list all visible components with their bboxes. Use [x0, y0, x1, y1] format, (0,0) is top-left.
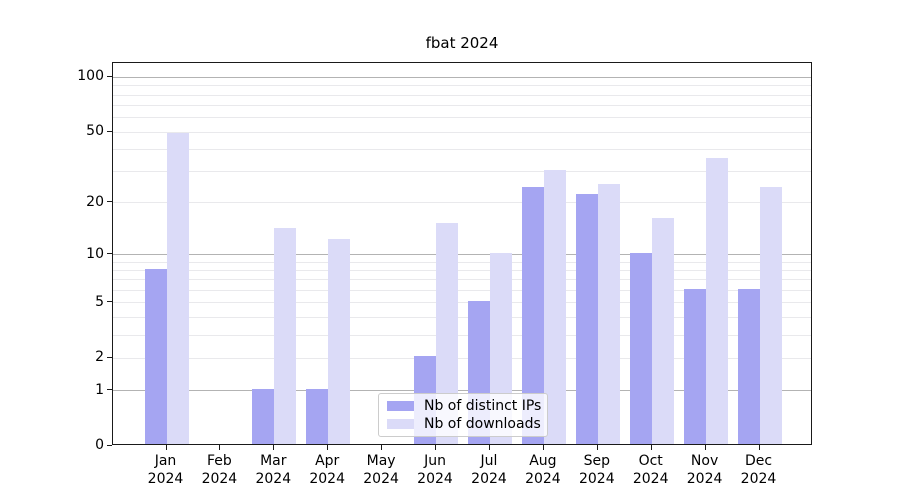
y-tick-label: 5	[95, 293, 104, 310]
minor-gridline	[113, 85, 811, 87]
major-gridline	[113, 254, 811, 255]
x-tick-label: Aug 2024	[525, 453, 561, 487]
y-tick-mark	[107, 356, 112, 358]
minor-gridline	[113, 261, 811, 263]
bar-downloads	[328, 239, 351, 444]
legend-swatch-downloads	[387, 419, 414, 429]
y-tick-mark	[107, 201, 112, 203]
y-tick-mark	[107, 130, 112, 132]
x-tick-label: Jun 2024	[417, 453, 453, 487]
x-tick-mark	[650, 445, 652, 450]
minor-gridline	[113, 302, 811, 304]
bar-downloads	[651, 217, 674, 444]
legend: Nb of distinct IPs Nb of downloads	[378, 393, 548, 437]
major-gridline	[113, 76, 811, 78]
bar-distinct-ips	[629, 252, 652, 444]
minor-gridline	[113, 270, 811, 271]
minor-gridline	[113, 94, 811, 96]
minor-gridline	[113, 279, 811, 281]
legend-item-downloads: Nb of downloads	[387, 415, 541, 433]
x-tick-mark	[489, 445, 490, 450]
bar-distinct-ips	[737, 288, 760, 444]
bar-distinct-ips	[306, 388, 329, 444]
x-tick-mark	[165, 445, 167, 450]
y-tick-mark	[107, 253, 112, 254]
y-tick-label: 50	[86, 123, 104, 139]
minor-gridline	[113, 317, 811, 318]
bar-downloads	[436, 222, 458, 444]
x-tick-mark	[219, 445, 221, 450]
legend-label-downloads: Nb of downloads	[424, 416, 541, 432]
minor-gridline	[113, 117, 811, 119]
y-tick-label: 2	[95, 349, 104, 366]
legend-item-distinct-ips: Nb of distinct IPs	[387, 397, 542, 415]
x-tick-label: Dec 2024	[740, 453, 777, 487]
bar-downloads	[166, 133, 189, 444]
minor-gridline	[113, 202, 811, 204]
y-tick-mark	[107, 444, 112, 446]
minor-gridline	[113, 357, 811, 359]
bar-distinct-ips	[252, 388, 275, 444]
x-tick-label: Jan 2024	[147, 453, 184, 487]
major-gridline	[113, 390, 811, 392]
y-tick-label: 100	[77, 68, 104, 85]
x-tick-mark	[435, 445, 436, 450]
chart-title: fbat 2024	[425, 34, 499, 52]
plot-area: Nb of distinct IPs Nb of downloads	[112, 62, 812, 445]
bar-distinct-ips	[144, 268, 167, 444]
x-tick-label: Apr 2024	[309, 453, 345, 487]
bar-downloads	[543, 169, 566, 444]
bar-downloads	[705, 157, 728, 444]
x-tick-mark	[327, 445, 329, 450]
y-tick-label: 10	[86, 245, 104, 262]
x-tick-label: May 2024	[363, 453, 399, 487]
y-tick-label: 0	[95, 437, 104, 453]
x-tick-mark	[758, 445, 760, 450]
y-tick-mark	[107, 389, 112, 391]
legend-label-distinct-ips: Nb of distinct IPs	[424, 398, 542, 414]
x-tick-mark	[542, 445, 544, 450]
minor-gridline	[113, 105, 811, 107]
y-tick-label: 1	[95, 381, 104, 398]
bar-downloads	[274, 227, 297, 444]
minor-gridline	[113, 290, 811, 292]
minor-gridline	[113, 171, 811, 173]
x-tick-label: Mar 2024	[255, 453, 292, 487]
minor-gridline	[113, 148, 811, 150]
x-tick-label: Oct 2024	[632, 453, 669, 487]
x-tick-mark	[704, 445, 706, 450]
bar-distinct-ips	[575, 193, 598, 444]
x-tick-mark	[596, 445, 598, 450]
minor-gridline	[113, 334, 811, 336]
minor-gridline	[113, 131, 811, 133]
x-tick-label: Nov 2024	[686, 453, 723, 487]
x-tick-mark	[381, 445, 383, 450]
y-tick-mark	[107, 75, 112, 77]
y-tick-mark	[107, 301, 112, 303]
bar-downloads	[597, 183, 620, 444]
x-tick-label: Sep 2024	[578, 453, 615, 487]
y-tick-label: 20	[86, 193, 104, 210]
bar-distinct-ips	[683, 288, 706, 444]
bar-distinct-ips	[521, 186, 544, 444]
bar-downloads	[759, 186, 782, 444]
x-tick-label: Feb 2024	[201, 453, 238, 487]
x-tick-mark	[273, 445, 275, 450]
x-tick-label: Jul 2024	[471, 453, 507, 487]
legend-swatch-distinct-ips	[387, 401, 414, 411]
